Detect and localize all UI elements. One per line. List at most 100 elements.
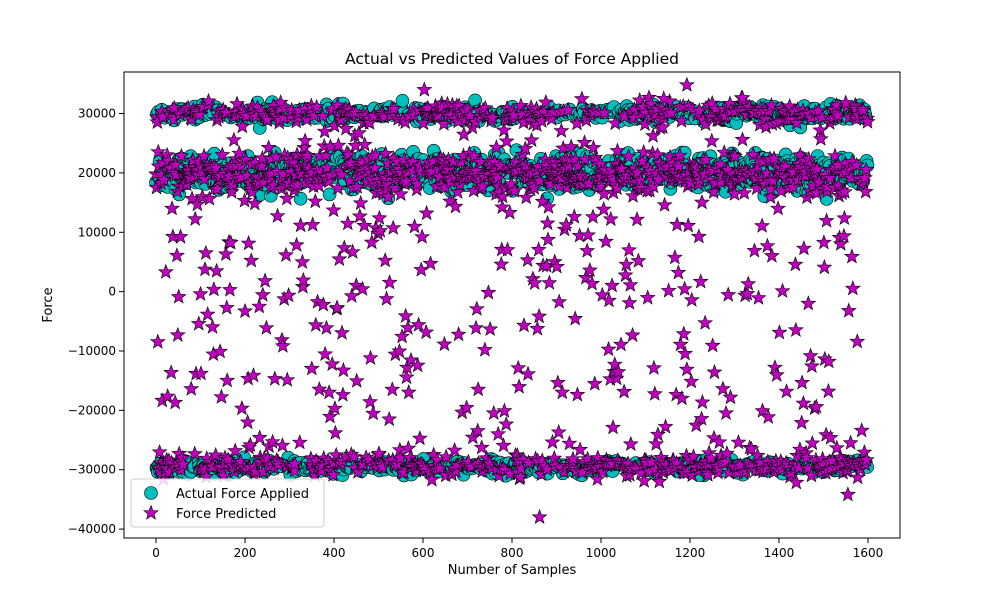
predicted-point	[480, 284, 497, 300]
predicted-point	[352, 194, 369, 210]
predicted-point	[669, 216, 686, 232]
predicted-point	[520, 365, 537, 381]
predicted-point	[822, 429, 839, 445]
predicted-point	[503, 175, 520, 191]
predicted-point	[716, 144, 733, 160]
predicted-point	[595, 201, 612, 217]
x-tick-label: 1600	[853, 546, 884, 560]
predicted-point	[501, 204, 518, 220]
legend-star-marker	[143, 504, 159, 520]
predicted-point	[149, 333, 166, 349]
legend-circle-marker	[144, 486, 158, 500]
predicted-point	[553, 122, 570, 138]
predicted-point	[469, 422, 486, 438]
predicted-point	[548, 258, 565, 274]
predicted-point	[656, 196, 673, 212]
predicted-point	[539, 214, 556, 231]
predicted-point	[694, 194, 710, 210]
predicted-point	[703, 132, 720, 148]
predicted-point	[584, 208, 601, 224]
predicted-point	[683, 291, 700, 307]
predicted-point	[327, 424, 344, 440]
predicted-point	[702, 450, 719, 466]
predicted-point	[164, 200, 181, 216]
predicted-point	[531, 308, 548, 324]
predicted-point	[531, 508, 548, 524]
predicted-point	[159, 388, 176, 404]
predicted-point	[264, 433, 281, 449]
predicted-point	[498, 416, 515, 432]
predicted-point	[622, 276, 639, 292]
predicted-point	[219, 372, 236, 388]
predicted-point	[378, 290, 395, 306]
predicted-point	[657, 418, 674, 434]
predicted-point	[222, 234, 239, 250]
predicted-point	[297, 132, 313, 148]
predicted-point	[754, 402, 771, 418]
predicted-point	[257, 272, 274, 288]
predicted-point	[812, 130, 829, 146]
predicted-point	[558, 216, 575, 232]
predicted-point	[450, 326, 467, 342]
predicted-point	[245, 367, 262, 383]
predicted-point	[714, 380, 731, 396]
predicted-point	[418, 323, 435, 340]
predicted-point	[316, 123, 333, 139]
predicted-point	[467, 113, 484, 129]
predicted-point	[585, 139, 602, 155]
predicted-point	[166, 99, 183, 115]
predicted-point	[818, 212, 835, 228]
predicted-point	[350, 463, 367, 479]
x-tick-label: 1400	[764, 546, 795, 560]
predicted-point	[244, 183, 261, 200]
predicted-point	[227, 442, 244, 458]
predicted-point	[648, 435, 665, 451]
predicted-point	[859, 113, 876, 129]
predicted-point	[286, 462, 303, 478]
predicted-point	[655, 90, 672, 106]
predicted-point	[295, 271, 312, 288]
predicted-point	[690, 228, 707, 244]
predicted-point	[306, 107, 322, 123]
predicted-point	[299, 147, 316, 163]
predicted-point	[207, 447, 224, 463]
predicted-point	[604, 277, 620, 293]
predicted-point	[221, 281, 238, 297]
predicted-point	[333, 166, 350, 182]
predicted-point	[199, 306, 216, 322]
predicted-point	[296, 139, 313, 155]
predicted-point	[325, 466, 342, 482]
predicted-point	[837, 94, 854, 110]
predicted-point	[225, 131, 242, 147]
predicted-point	[788, 114, 805, 130]
predicted-point	[406, 218, 423, 234]
predicted-point	[208, 262, 225, 278]
predicted-point	[643, 453, 660, 469]
predicted-point	[175, 456, 192, 472]
predicted-point	[157, 263, 174, 279]
predicted-point	[286, 455, 303, 471]
predicted-point	[384, 381, 401, 397]
predicted-point	[254, 286, 271, 302]
x-axis-ticks: 0 200 400 600 800 1000 1200 1400 1600	[152, 538, 883, 560]
predicted-point	[722, 389, 739, 405]
x-tick-label: 1000	[586, 546, 617, 560]
predicted-point	[459, 101, 476, 117]
predicted-point	[331, 250, 348, 266]
predicted-point	[344, 243, 361, 259]
predicted-point	[446, 442, 463, 458]
predicted-point	[307, 316, 324, 332]
predicted-point	[641, 89, 658, 105]
predicted-point	[680, 217, 697, 233]
predicted-point	[754, 217, 771, 233]
predicted-point	[392, 185, 409, 201]
predicted-point	[766, 150, 783, 166]
predicted-point	[234, 118, 251, 134]
predicted-point	[467, 319, 484, 335]
predicted-point	[343, 287, 360, 303]
predicted-point	[213, 388, 230, 404]
chart-title: Actual vs Predicted Values of Force Appl…	[345, 50, 679, 68]
predicted-point	[350, 124, 367, 140]
predicted-point	[325, 201, 342, 218]
predicted-point	[356, 136, 373, 152]
